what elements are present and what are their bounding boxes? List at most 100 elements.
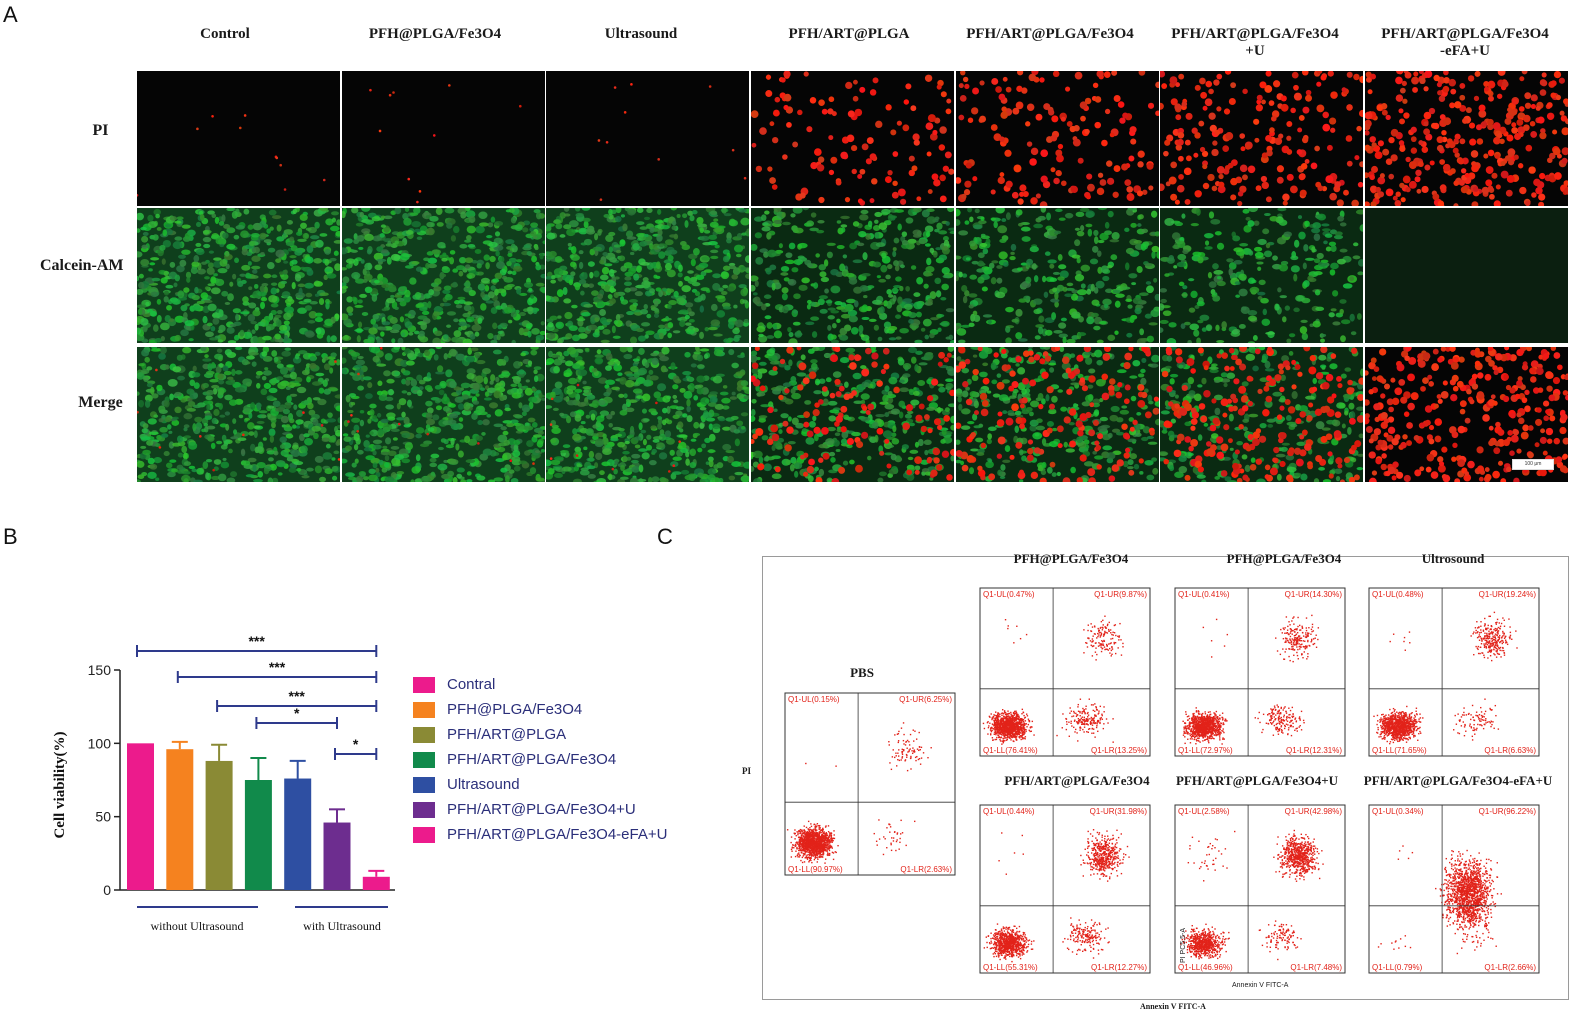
legend-item: PFH/ART@PLGA/Fe3O4+U	[413, 801, 636, 818]
flow-scatter-plot: Q1-UL(0.34%) Q1-UR(96.22%) Q1-LL(0.79%) Q1-…	[1368, 804, 1540, 974]
y-axis-label: Cell viability(%)	[52, 731, 68, 838]
legend-item: PFH@PLGA/Fe3O4	[413, 701, 582, 718]
group-label: with Ultrasound	[303, 919, 381, 933]
bar	[244, 780, 272, 890]
micrograph-merge-6	[1160, 347, 1363, 482]
quadrant-label: Q1-UL(2.58%)	[1178, 807, 1230, 816]
flow-plot-title: PFH/ART@PLGA/Fe3O4	[1004, 773, 1150, 788]
flow-scatter-plot: Q1-UL(0.15%) Q1-UR(6.25%) Q1-LL(90.97%) Q1-…	[784, 692, 956, 876]
legend-label: PFH/ART@PLGA/Fe3O4-eFA+U	[447, 826, 668, 843]
micrograph-pi-7	[1365, 71, 1568, 206]
quadrant-label: Q1-LR(13.25%)	[1091, 746, 1147, 755]
quadrant-label: Q1-UL(0.34%)	[1372, 807, 1424, 816]
inner-x-axis-label: Annexin V FITC-A	[1232, 982, 1289, 989]
column-label: Ultrasound	[604, 26, 678, 42]
quadrant-label: Q1-LL(46.96%)	[1178, 963, 1233, 972]
flow-plot-title: PFH/ART@PLGA/Fe3O4-eFA+U	[1363, 773, 1553, 788]
quadrant-label: Q1-UL(0.48%)	[1372, 590, 1424, 599]
micrograph-pi-4	[751, 71, 954, 206]
micrograph-calceinam-2	[342, 208, 545, 343]
legend-swatch	[413, 701, 435, 718]
scale-bar-label: 100 μm	[1524, 461, 1542, 467]
significance-label: *	[353, 736, 359, 752]
significance-label: ***	[269, 659, 286, 675]
quadrant-label: Q1-UR(9.87%)	[1094, 590, 1147, 599]
quadrant-label: Q1-LL(90.97%)	[788, 865, 843, 874]
quadrant-label: Q1-UR(31.98%)	[1090, 807, 1148, 816]
legend-swatch	[413, 776, 435, 793]
quadrant-label: Q1-LL(76.41%)	[983, 746, 1038, 755]
scale-bar: 100 μm	[1512, 459, 1554, 470]
column-label: PFH@PLGA/Fe3O4	[368, 26, 502, 42]
legend-label: PFH/ART@PLGA/Fe3O4+U	[447, 801, 636, 818]
quadrant-label: Q1-UL(0.44%)	[983, 807, 1035, 816]
legend-label: Contral	[447, 676, 496, 693]
quadrant-label: Q1-UR(19.24%)	[1479, 590, 1537, 599]
significance-bracket	[334, 748, 378, 760]
bar	[362, 876, 390, 890]
legend-swatch	[413, 826, 435, 843]
legend-swatch	[413, 751, 435, 768]
y-tick-label: 150	[88, 662, 112, 678]
flow-plot-title: Ultrosound	[1421, 551, 1485, 566]
column-label: PFH/ART@PLGA	[788, 26, 910, 42]
quadrant-label: Q1-LR(6.63%)	[1484, 746, 1536, 755]
flow-y-axis-label: PI	[742, 766, 751, 776]
micrograph-pi-6	[1160, 71, 1363, 206]
legend-swatch	[413, 676, 435, 693]
micrograph-calceinam-5	[956, 208, 1159, 343]
flow-plot-title: PBS	[850, 665, 874, 680]
micrograph-merge-4	[751, 347, 954, 482]
row-label: Calcein-AM	[40, 257, 124, 274]
micrograph-calceinam-1	[137, 208, 340, 343]
micrograph-pi-2	[342, 71, 545, 206]
flow-scatter-plot: Q1-UL(2.58%) Q1-UR(42.98%) Q1-LL(46.96%) Q1…	[1174, 804, 1346, 974]
quadrant-label: Q1-LL(72.97%)	[1178, 746, 1233, 755]
quadrant-label: Q1-LR(2.63%)	[900, 865, 952, 874]
micrograph-calceinam-4	[751, 208, 954, 343]
y-tick-label: 0	[103, 882, 111, 898]
group-label: without Ultrasound	[151, 919, 244, 933]
micrograph-merge-5	[956, 347, 1159, 482]
significance-label: ***	[248, 633, 265, 649]
quadrant-label: Q1-LL(71.65%)	[1372, 746, 1427, 755]
legend-label: PFH/ART@PLGA	[447, 726, 567, 743]
flow-scatter-plot: Q1-UL(0.44%) Q1-UR(31.98%) Q1-LL(55.31%) Q1…	[979, 804, 1151, 974]
micrograph-pi-5	[956, 71, 1159, 206]
micrograph-merge-1	[137, 347, 340, 482]
quadrant-label: Q1-UL(0.15%)	[788, 695, 840, 704]
significance-label: *	[294, 705, 300, 721]
quadrant-label: Q1-UR(42.98%)	[1285, 807, 1343, 816]
quadrant-label: Q1-LR(7.48%)	[1290, 963, 1342, 972]
quadrant-label: Q1-LR(12.31%)	[1286, 746, 1342, 755]
column-label: Control	[200, 26, 250, 42]
quadrant-label: Q1-LL(55.31%)	[983, 963, 1038, 972]
quadrant-label: Q1-LR(2.66%)	[1484, 963, 1536, 972]
significance-label: ***	[289, 688, 306, 704]
flow-scatter-plot: Q1-UL(0.41%) Q1-UR(14.30%) Q1-LL(72.97%) Q1…	[1174, 587, 1346, 757]
micrograph-merge-2	[342, 347, 545, 482]
legend-label: PFH/ART@PLGA/Fe3O4	[447, 751, 617, 768]
flow-cytometry-frame	[762, 556, 1569, 1000]
legend-item: Ultrasound	[413, 776, 520, 793]
significance-bracket	[216, 700, 378, 712]
flow-plot-title: PFH@PLGA/Fe3O4	[1013, 551, 1129, 566]
column-label: PFH/ART@PLGA/Fe3O4	[966, 26, 1134, 42]
y-tick-label: 100	[88, 735, 112, 751]
legend-swatch	[413, 726, 435, 743]
legend-item: PFH/ART@PLGA	[413, 726, 566, 743]
quadrant-label: Q1-LR(12.27%)	[1091, 963, 1147, 972]
quadrant-label: Q1-UL(0.41%)	[1178, 590, 1230, 599]
legend-label: Ultrasound	[447, 776, 520, 793]
legend-item: Contral	[413, 676, 495, 693]
y-tick-label: 50	[95, 809, 111, 825]
column-label: PFH/ART@PLGA/Fe3O4 +U	[1171, 26, 1339, 59]
significance-bracket	[255, 717, 338, 729]
bar	[205, 760, 233, 890]
legend-item: PFH/ART@PLGA/Fe3O4-eFA+U	[413, 826, 667, 843]
micrograph-calceinam-3	[546, 208, 749, 343]
quadrant-label: Q1-UR(96.22%)	[1479, 807, 1537, 816]
panel-a-label: A	[3, 2, 18, 27]
legend-item: PFH/ART@PLGA/Fe3O4	[413, 751, 616, 768]
